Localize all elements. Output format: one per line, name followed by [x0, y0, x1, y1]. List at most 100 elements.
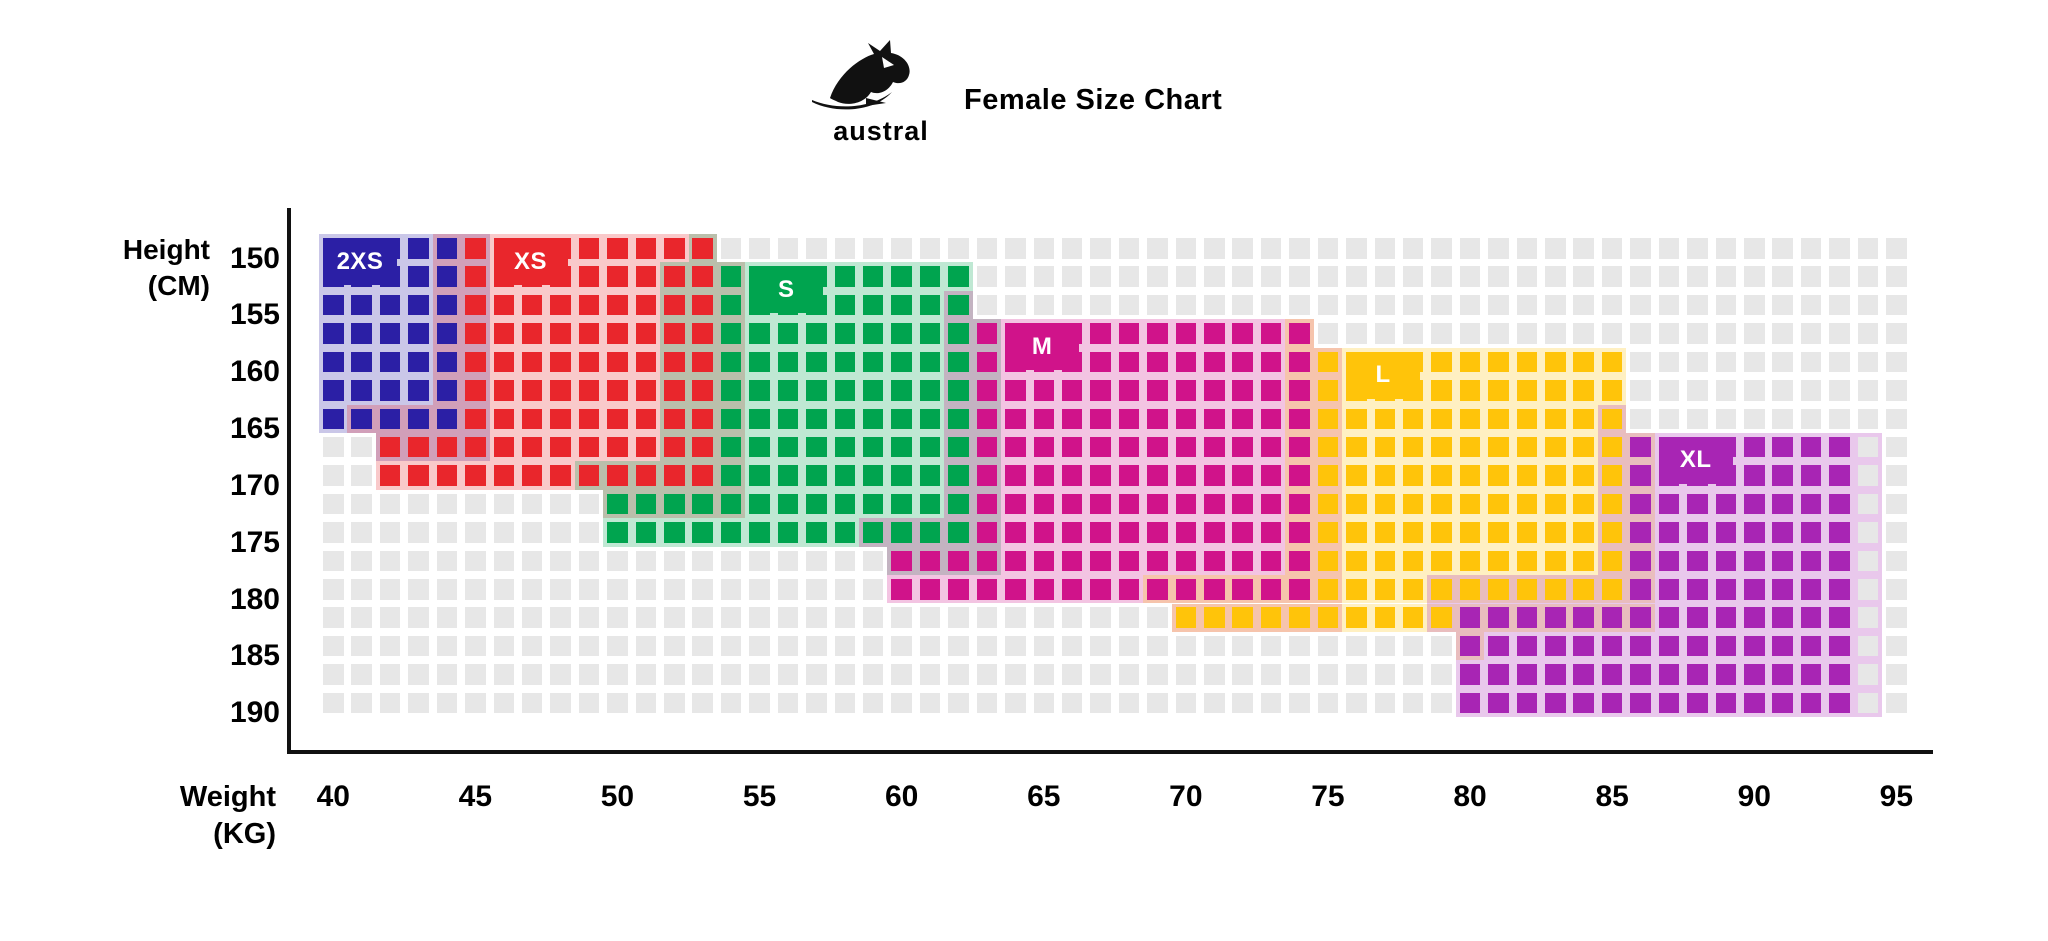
grid-cell-XL: [1545, 635, 1566, 657]
grid-cell-L: [1545, 436, 1566, 458]
grid-cell-M: [1260, 351, 1282, 373]
grid-cell-S: [720, 408, 742, 430]
grid-cell-S: [834, 408, 856, 430]
grid-cell-empty: [1800, 380, 1822, 401]
grid-cell-empty: [1744, 294, 1765, 316]
grid-cell-XL: [1715, 664, 1737, 685]
grid-cell-empty: [379, 664, 401, 685]
grid-cell-XS: [578, 266, 600, 287]
grid-cell-XL: [1772, 635, 1793, 657]
grid-cell-empty: [806, 692, 827, 714]
grid-cell-empty: [465, 522, 486, 543]
grid-cell-empty: [692, 664, 713, 685]
grid-cell-M: [1147, 579, 1168, 600]
grid-cell-empty: [1317, 238, 1339, 259]
grid-cell-empty: [1033, 635, 1054, 657]
grid-cell-M: [1147, 351, 1168, 373]
grid-cell-empty: [1601, 323, 1623, 344]
grid-cell-S: [862, 323, 884, 344]
grid-cell-XL: [1630, 607, 1651, 628]
grid-cell-empty: [1374, 323, 1396, 344]
grid-cell-S: [891, 323, 912, 344]
grid-cell-M: [1260, 522, 1282, 543]
grid-cell-empty: [493, 550, 515, 572]
grid-cell-XL: [1545, 607, 1566, 628]
grid-cell-M: [1175, 351, 1197, 373]
grid-cell-empty: [1573, 294, 1594, 316]
grid-cell-empty: [749, 664, 770, 685]
grid-cell-M: [1260, 465, 1282, 486]
grid-cell-XS: [692, 380, 713, 401]
grid-cell-XL: [1516, 607, 1538, 628]
grid-cell-L: [1459, 408, 1481, 430]
grid-cell-empty: [379, 692, 401, 714]
y-tick-160: 160: [229, 355, 280, 389]
grid-cell-empty: [976, 692, 998, 714]
grid-cell-XL: [1687, 664, 1708, 685]
grid-cell-2XS: [408, 380, 429, 401]
grid-cell-S: [834, 294, 856, 316]
grid-cell-L: [1431, 351, 1452, 373]
grid-cell-empty: [493, 692, 515, 714]
grid-cell-empty: [1175, 635, 1197, 657]
grid-cell-empty: [1090, 664, 1111, 685]
grid-cell-XL: [1573, 692, 1594, 714]
grid-cell-XL: [1601, 635, 1623, 657]
grid-cell-XL: [1459, 607, 1481, 628]
grid-cell-empty: [1090, 294, 1111, 316]
grid-cell-empty: [1857, 465, 1879, 486]
y-axis-title: Height (CM): [58, 232, 210, 304]
grid-cell-S: [720, 522, 742, 543]
grid-cell-M: [1204, 550, 1225, 572]
grid-cell-M: [1289, 323, 1310, 344]
grid-cell-M: [1033, 436, 1054, 458]
grid-cell-L: [1317, 579, 1339, 600]
grid-cell-M: [1005, 522, 1026, 543]
grid-cell-empty: [1260, 635, 1282, 657]
grid-cell-empty: [1886, 238, 1907, 259]
grid-cell-empty: [1260, 266, 1282, 287]
grid-cell-XS: [607, 351, 628, 373]
grid-cell-XL: [1829, 522, 1850, 543]
grid-cell-empty: [834, 635, 856, 657]
grid-cell-S: [862, 465, 884, 486]
grid-cell-M: [1118, 465, 1140, 486]
grid-cell-M: [1260, 579, 1282, 600]
grid-cell-XL: [1772, 550, 1793, 572]
grid-cell-XL: [1630, 465, 1651, 486]
grid-cell-XL: [1601, 664, 1623, 685]
grid-cell-empty: [465, 635, 486, 657]
grid-cell-empty: [777, 692, 799, 714]
grid-cell-empty: [1459, 294, 1481, 316]
grid-cell-empty: [436, 635, 458, 657]
grid-cell-empty: [1857, 493, 1879, 515]
grid-cell-XL: [1630, 692, 1651, 714]
grid-cell-S: [948, 493, 969, 515]
grid-cell-empty: [1402, 266, 1424, 287]
grid-cell-XS: [635, 323, 657, 344]
grid-cell-XL: [1687, 607, 1708, 628]
grid-cell-empty: [1658, 238, 1680, 259]
grid-cell-M: [1005, 408, 1026, 430]
grid-cell-empty: [607, 607, 628, 628]
grid-cell-empty: [1630, 408, 1651, 430]
grid-cell-empty: [1459, 323, 1481, 344]
grid-cell-empty: [1204, 664, 1225, 685]
grid-cell-S: [919, 351, 941, 373]
grid-cell-empty: [1545, 294, 1566, 316]
grid-cell-empty: [1431, 266, 1452, 287]
grid-cell-empty: [1715, 380, 1737, 401]
grid-cell-empty: [550, 493, 571, 515]
grid-cell-XS: [465, 351, 486, 373]
grid-cell-empty: [1772, 323, 1793, 344]
grid-cell-empty: [692, 579, 713, 600]
grid-cell-empty: [1744, 323, 1765, 344]
grid-cell-empty: [1516, 294, 1538, 316]
grid-cell-empty: [1147, 664, 1168, 685]
grid-cell-empty: [408, 607, 429, 628]
grid-cell-empty: [635, 692, 657, 714]
grid-cell-XL: [1601, 607, 1623, 628]
grid-cell-S: [834, 436, 856, 458]
grid-cell-XS: [607, 323, 628, 344]
grid-cell-empty: [493, 664, 515, 685]
